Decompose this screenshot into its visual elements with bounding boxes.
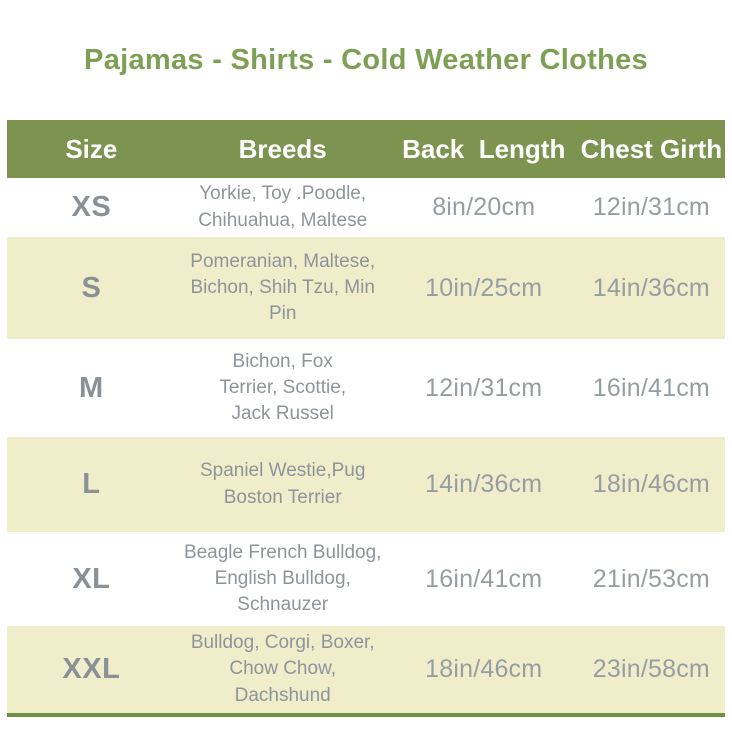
chest-girth-cell: 12in/31cm [592, 193, 710, 221]
breeds-cell: Pomeranian, Maltese, Bichon, Shih Tzu, M… [190, 250, 376, 325]
chest-girth-cell: 14in/36cm [592, 273, 710, 302]
size-cell: L [82, 468, 101, 500]
back-length-cell: 16in/41cm [425, 564, 543, 593]
header-chest-girth: Chest Girth [580, 133, 723, 164]
table-row-m: M Bichon, Fox Terrier, Scottie, Jack Rus… [7, 339, 725, 437]
table-bottom-border [7, 713, 725, 717]
size-chart-table: Size Breeds Back Length Chest Girth XS Y… [7, 120, 725, 713]
breeds-cell: Bulldog, Corgi, Boxer, Chow Chow, Dachsh… [190, 632, 375, 706]
header-breeds: Breeds [238, 133, 327, 164]
back-length-cell: 10in/25cm [425, 273, 543, 302]
table-row-l: L Spaniel Westie,Pug Boston Terrier 14in… [7, 437, 725, 532]
table-row-xl: XL Beagle French Bulldog, English Bulldo… [7, 532, 725, 626]
size-cell: XS [71, 191, 112, 223]
table-row-s: S Pomeranian, Maltese, Bichon, Shih Tzu,… [7, 237, 725, 339]
breeds-cell: Bichon, Fox Terrier, Scottie, Jack Russe… [219, 350, 347, 425]
breeds-cell: Beagle French Bulldog, English Bulldog, … [183, 541, 382, 616]
chest-girth-cell: 18in/46cm [592, 470, 710, 498]
header-back-length: Back Length [402, 133, 566, 164]
table-row-xs: XS Yorkie, Toy .Poodle, Chihuahua, Malte… [7, 178, 725, 237]
size-chart-page: Pajamas - Shirts - Cold Weather Clothes … [0, 0, 732, 717]
table-header-row: Size Breeds Back Length Chest Girth [7, 120, 725, 178]
breeds-cell: Yorkie, Toy .Poodle, Chihuahua, Maltese [198, 183, 368, 231]
breeds-cell: Spaniel Westie,Pug Boston Terrier [199, 460, 366, 508]
chest-girth-cell: 16in/41cm [592, 373, 710, 402]
back-length-cell: 14in/36cm [425, 470, 543, 498]
size-cell: M [79, 371, 104, 404]
back-length-cell: 18in/46cm [425, 655, 543, 683]
header-size: Size [65, 133, 118, 164]
size-cell: XXL [62, 653, 121, 685]
title-bar: Pajamas - Shirts - Cold Weather Clothes [0, 0, 732, 120]
back-length-cell: 12in/31cm [425, 373, 543, 402]
table-row-xxl: XXL Bulldog, Corgi, Boxer, Chow Chow, Da… [7, 626, 725, 713]
back-length-cell: 8in/20cm [432, 193, 536, 221]
chest-girth-cell: 21in/53cm [592, 564, 710, 593]
page-title: Pajamas - Shirts - Cold Weather Clothes [84, 43, 648, 76]
size-cell: S [81, 271, 102, 304]
chest-girth-cell: 23in/58cm [592, 655, 710, 683]
size-cell: XL [72, 562, 111, 595]
